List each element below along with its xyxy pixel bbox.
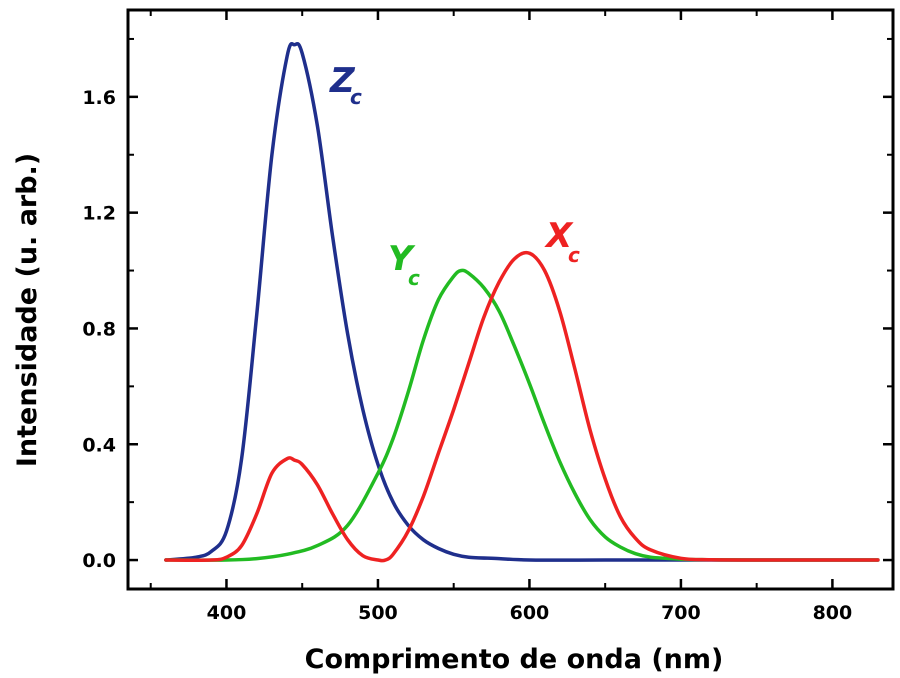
x-tick-label: 400 [207,602,247,624]
series-label-sub-x: c [568,243,580,267]
y-tick-label: 1.2 [82,203,116,225]
series-y-line [164,268,880,562]
x-tick-label: 800 [813,602,853,624]
series-z-line [164,41,880,562]
plot-area [126,8,895,591]
x-tick-label: 700 [661,602,701,624]
series-x-line [164,250,880,563]
y-tick-label: 0.4 [82,434,116,456]
plot-frame [126,8,895,591]
axes-layer: 400 500 600 700 800 0.0 0.4 0.8 1.2 1.6 [82,10,893,624]
y-tick-label: 0.0 [82,550,116,572]
x-tick-label: 600 [510,602,550,624]
series-label-y: Y [388,239,416,279]
x-axis-title: Comprimento de onda (nm) [305,644,724,675]
y-tick-label: 0.8 [82,318,116,340]
series-label-sub-z: c [350,85,362,109]
y-axis-title: Intensidade (u. arb.) [12,153,43,467]
series-label-x: X [544,216,574,256]
series-label-sub-y: c [408,266,420,290]
series-label-z: Z [329,61,356,101]
y-tick-label: 1.6 [82,87,116,109]
x-tick-label: 500 [358,602,398,624]
